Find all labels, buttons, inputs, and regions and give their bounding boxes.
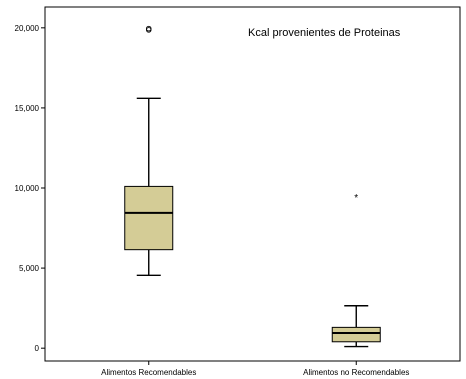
box-iqr [124,185,174,251]
outlier-point [145,27,152,33]
x-tick-label: Alimentos no Recomendables [303,368,409,377]
chart-title: Kcal provenientes de Proteinas [248,27,401,39]
box-iqr [331,326,381,343]
y-tick-label: 15,000 [15,104,40,113]
x-axis: Alimentos Recomendables Alimentos no Reco… [101,361,409,377]
y-axis: 0 5,000 10,000 15,000 20,000 [15,24,45,353]
plot-area [44,6,461,362]
x-tick-label: Alimentos Recomendables [101,368,196,377]
y-tick-label: 10,000 [15,184,40,193]
boxes-layer: * [124,25,381,348]
y-tick-label: 0 [35,344,40,353]
extreme-point: * [354,193,358,204]
y-tick-label: 5,000 [19,264,40,273]
y-tick-label: 20,000 [15,24,40,33]
